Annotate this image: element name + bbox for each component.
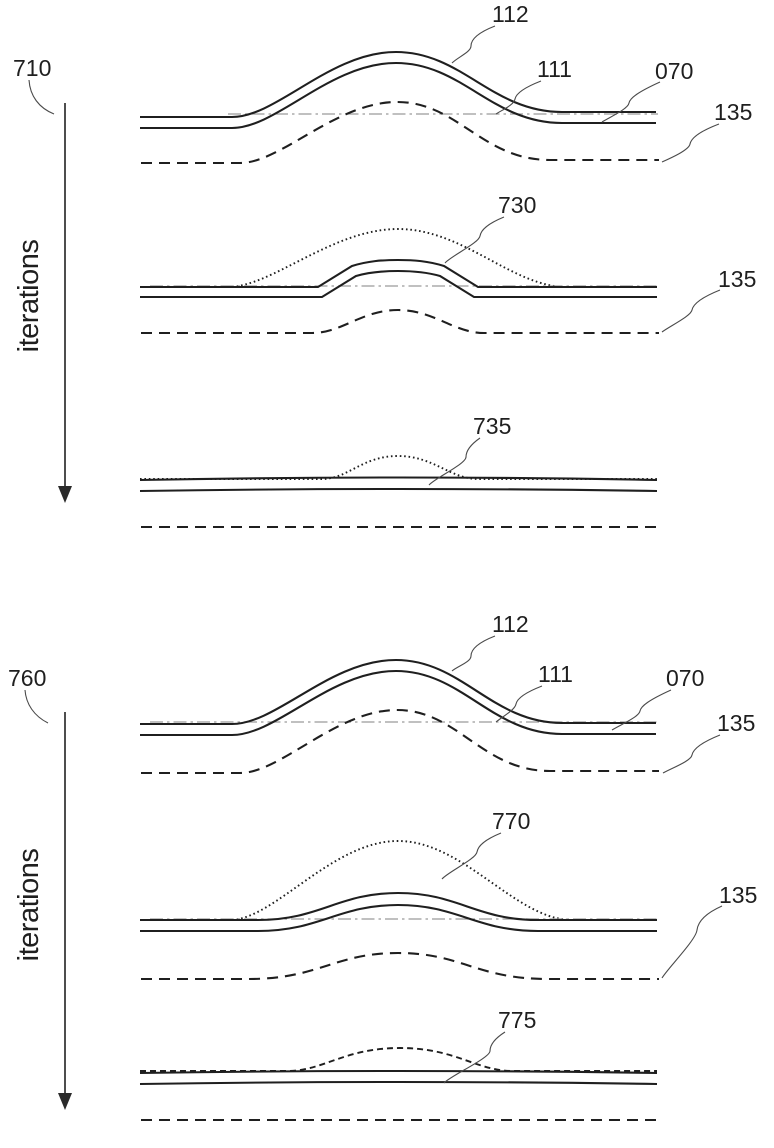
label-730-leader [444,216,505,264]
label-735: 735 [473,413,511,439]
label-135-leader [662,734,721,774]
label-135-leader [661,905,723,979]
iteration-sequence-1: 710 iterations 112 111 070 135 [13,1,756,529]
lower-membrane-dashed-curve [141,100,659,165]
label-112: 112 [492,1,529,27]
sequence-2-ref-label: 760 [8,665,46,691]
membrane-outer-curve [140,50,656,119]
label-730: 730 [498,192,536,218]
label-112: 112 [492,611,529,637]
deposit-dotted-curve [140,840,657,921]
iterations-axis-label-1: iterations [13,240,45,353]
label-135: 135 [714,99,752,125]
label-770-leader [441,832,502,880]
label-135: 135 [717,710,755,736]
label-070: 070 [666,665,704,691]
membrane-inner-curve [139,1080,658,1086]
membrane-outer-curve [140,258,657,289]
sequence-1-ref-label: 710 [13,55,51,81]
membrane-outer-curve [139,476,658,482]
label-135: 135 [719,882,757,908]
membrane-inner-curve [140,903,657,933]
label-070-leader [611,689,672,731]
iterations-arrowhead-icon-2 [58,1093,72,1110]
seq2-row3: 775 [139,1007,659,1122]
seq1-row3: 735 [139,413,659,529]
label-112-leader [451,635,496,672]
label-775-leader [443,1031,506,1084]
iterations-axis-label-2: iterations [13,849,45,962]
sequence-1-ref-leader [28,79,55,115]
membrane-inner-curve [140,61,656,130]
iteration-sequence-2: 760 iterations 112 111 070 135 [8,611,757,1122]
deposit-dotted-curve [140,455,657,480]
membrane-inner-curve [139,487,658,493]
label-111: 111 [537,56,572,82]
deposit-finedash-curve [140,1047,657,1072]
label-770: 770 [492,808,530,834]
membrane-outer-curve [139,1069,658,1075]
label-775: 775 [498,1007,536,1033]
iterations-arrowhead-icon-1 [58,486,72,503]
label-070: 070 [655,58,693,84]
label-135-leader [661,123,720,163]
label-070-leader [601,81,661,123]
membrane-inner-curve [140,669,656,737]
membrane-outer-curve [140,658,656,726]
membrane-inner-curve [140,269,657,299]
lower-membrane-dashed-curve [141,308,659,335]
lower-membrane-dashed-curve [141,708,659,775]
sequence-2-ref-leader [24,689,49,724]
seq2-row1: 112 111 070 135 [140,611,755,775]
label-135-leader [661,289,721,333]
seq1-row1: 112 111 070 135 [140,1,752,165]
label-111-leader [495,80,542,115]
lower-membrane-dashed-curve [141,951,659,981]
membrane-outer-curve [140,891,657,922]
label-112-leader [451,25,496,64]
label-111-leader [495,685,543,723]
sequence-1-axis: 710 iterations [13,55,72,503]
sequence-2-axis: 760 iterations [8,665,72,1110]
seq2-row2: 770 135 [140,808,757,981]
label-111: 111 [538,661,573,687]
label-135: 135 [718,266,756,292]
label-735-leader [428,437,481,486]
seq1-row2: 730 135 [140,192,756,335]
deposit-dotted-curve [140,228,657,288]
